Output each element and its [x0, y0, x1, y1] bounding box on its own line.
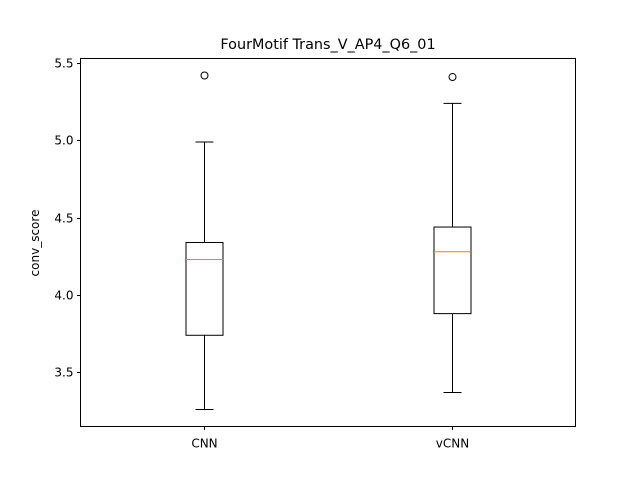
x-tick-label: CNN	[191, 437, 217, 451]
y-axis-label: conv_score	[28, 210, 42, 277]
y-tick-label: 5.0	[54, 134, 73, 148]
outlier-point	[200, 71, 209, 80]
outlier-point	[448, 73, 457, 82]
y-tick-label: 4.0	[54, 289, 73, 303]
plot-area: 3.5 4.0 4.5 5.0 5.5 CNN vCNN	[54, 57, 472, 451]
y-tick-label: 5.5	[54, 57, 73, 71]
x-tick-label: vCNN	[436, 437, 469, 451]
chart-title: FourMotif Trans_V_AP4_Q6_01	[220, 37, 435, 53]
box-body	[185, 242, 224, 336]
plot-frame	[80, 58, 576, 427]
y-tick-label: 4.5	[54, 212, 73, 226]
box-body	[433, 226, 472, 315]
y-tick-label: 3.5	[54, 366, 73, 380]
